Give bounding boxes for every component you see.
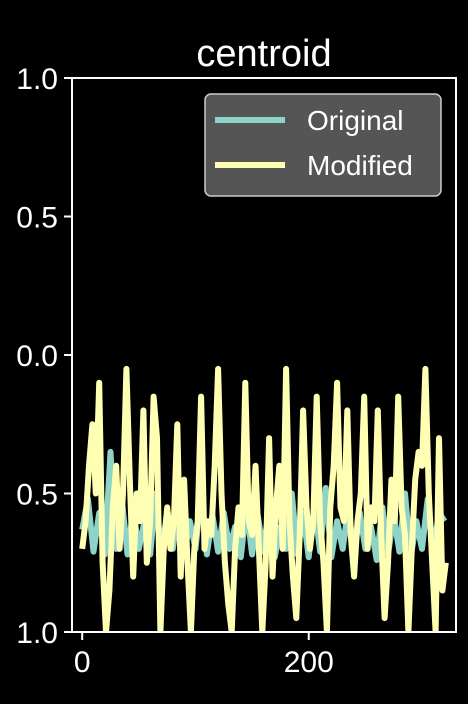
chart-title: centroid bbox=[196, 33, 331, 75]
series-layer bbox=[79, 365, 449, 632]
y-tick-label: 0.5 bbox=[16, 479, 58, 512]
y-tick-label: 0.0 bbox=[16, 340, 58, 373]
y-tick-label: 1.0 bbox=[16, 617, 58, 650]
axes-layer: 1.0 0.5 0.0 0.5 1.0 0 200 bbox=[16, 63, 457, 679]
series-line-modified bbox=[79, 365, 449, 632]
legend-label-original: Original bbox=[307, 105, 403, 136]
legend-label-modified: Modified bbox=[307, 150, 413, 181]
y-tick-label: 0.5 bbox=[16, 202, 58, 235]
x-tick-label: 200 bbox=[284, 646, 334, 679]
legend: Original Modified bbox=[204, 93, 442, 197]
x-tick-label: 0 bbox=[74, 646, 91, 679]
y-tick-label: 1.0 bbox=[16, 63, 58, 96]
